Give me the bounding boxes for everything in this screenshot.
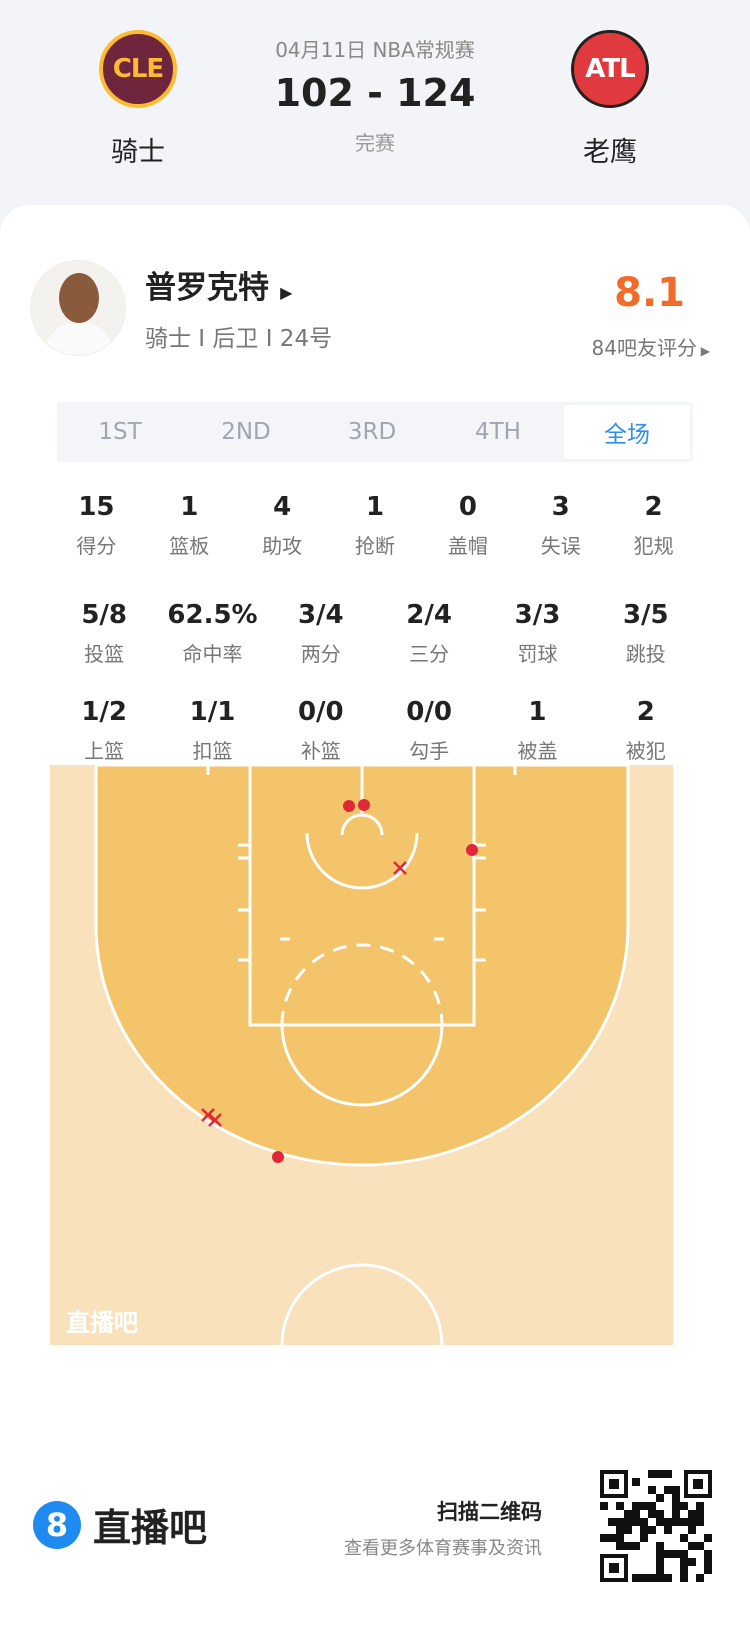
player-name[interactable]: 普罗克特 [145,270,269,306]
stat-label: 勾手 [409,739,450,763]
stat-cell: 2/4 三分 [375,600,483,667]
player-info: 骑士 I 后卫 I 24号 [145,326,333,352]
away-team[interactable]: ATL 老鹰 [530,30,690,169]
stat-cell: 3/3 罚球 [483,600,591,667]
stat-value: 3/3 [514,600,561,630]
tab-1[interactable]: 2ND [221,419,271,445]
stat-value: 3/4 [297,600,344,630]
stat-cell: 2 犯规 [607,492,700,559]
stat-cell: 3/4 两分 [267,600,375,667]
rating-label: 84吧友评分 [591,336,697,360]
stat-cell: 1/2 上篮 [50,697,158,764]
stat-cell: 1 抢断 [329,492,422,559]
stat-label: 补篮 [300,739,341,763]
eight-icon: 8 [33,1500,81,1549]
stat-value: 3 [551,492,570,522]
stat-value: 1 [180,492,199,522]
tab-4[interactable]: 全场 [564,405,690,459]
stat-label: 助攻 [262,534,303,558]
stat-label: 盖帽 [447,534,488,558]
stat-value: 0/0 [406,697,452,727]
stat-value: 1 [365,492,385,522]
tab-2[interactable]: 3RD [347,419,397,445]
stat-value: 1/1 [189,697,236,727]
three-point-area [94,765,630,1167]
home-team[interactable]: CLE 骑士 [58,30,218,169]
stat-cell: 0 盖帽 [421,492,514,559]
period-tabs: 1ST 2ND 3RD 4TH 全场 [57,402,693,462]
stat-cell: 1 被盖 [483,697,591,764]
stat-value: 0 [458,492,477,522]
shot-chart: 直播吧 [50,765,673,1345]
shot-made [272,1151,284,1163]
shot-made [343,800,355,812]
player-rating: 8.1 [614,270,685,316]
stat-value: 1/2 [81,697,127,727]
stat-cell: 3/5 跳投 [592,600,700,667]
stat-label: 得分 [76,534,117,558]
stat-value: 2/4 [406,600,452,630]
brand-logo: 8 直播吧 [33,1497,207,1552]
match-date-league: 04月11日 NBA常规赛 [275,38,475,62]
shot-missed [208,1113,222,1127]
tab-0[interactable]: 1ST [98,419,142,445]
cle-logo: CLE [99,30,177,108]
stat-cell: 4 助攻 [236,492,329,559]
stat-value: 4 [273,492,292,522]
stat-value: 62.5% [167,600,258,630]
stat-cell: 3 失误 [514,492,607,559]
shot-made [466,844,478,856]
stat-label: 罚球 [517,642,558,666]
stat-label: 篮板 [169,534,210,558]
atl-logo: ATL [571,30,649,108]
stat-label: 抢断 [355,534,395,558]
stat-label: 投篮 [84,642,125,666]
rating-link[interactable]: 84吧友评分 ▶ [592,332,711,361]
stat-label: 两分 [300,642,341,666]
stat-cell: 1 篮板 [143,492,236,559]
player-avatar[interactable] [30,260,126,356]
stat-value: 1 [528,697,547,727]
match-status: 完赛 [355,131,395,155]
stat-label: 失误 [540,534,581,558]
shot-missed [201,1108,215,1122]
stat-value: 2 [644,492,663,522]
stat-label: 上篮 [84,739,125,763]
stat-cell: 0/0 补篮 [267,697,375,764]
stat-cell: 2 被犯 [592,697,700,764]
caret-right-icon[interactable]: ▶ [280,283,293,302]
stat-value: 3/5 [622,600,669,630]
stat-cell: 15 得分 [50,492,143,559]
stat-label: 命中率 [182,642,243,666]
match-score: 102 - 124 [274,71,476,115]
stat-value: 5/8 [81,600,127,630]
stat-label: 扣篮 [192,739,233,763]
stat-label: 三分 [409,642,450,666]
stat-label: 跳投 [625,642,666,666]
stat-label: 犯规 [633,534,674,558]
qr-code[interactable] [600,1470,712,1582]
shot-missed [393,861,407,875]
away-team-name: 老鹰 [583,137,637,168]
scan-label: 扫描二维码 [437,1500,542,1524]
stat-cell: 1/1 扣篮 [158,697,266,764]
court-watermark: 直播吧 [66,1309,138,1337]
shot-made [358,799,370,811]
stat-value: 0/0 [297,697,344,727]
stat-label: 被盖 [517,739,558,763]
scan-sub: 查看更多体育赛事及资讯 [344,1538,542,1559]
stat-value: 2 [636,697,655,727]
home-team-name: 骑士 [111,137,165,168]
caret-right-icon: ▶ [696,344,710,358]
stat-cell: 5/8 投篮 [50,600,158,667]
brand-name: 直播吧 [93,1506,208,1550]
tab-3[interactable]: 4TH [475,419,521,445]
stat-label: 被犯 [625,739,666,763]
stat-cell: 0/0 勾手 [375,697,483,764]
stat-value: 15 [78,492,115,522]
stat-cell: 62.5% 命中率 [158,600,266,667]
